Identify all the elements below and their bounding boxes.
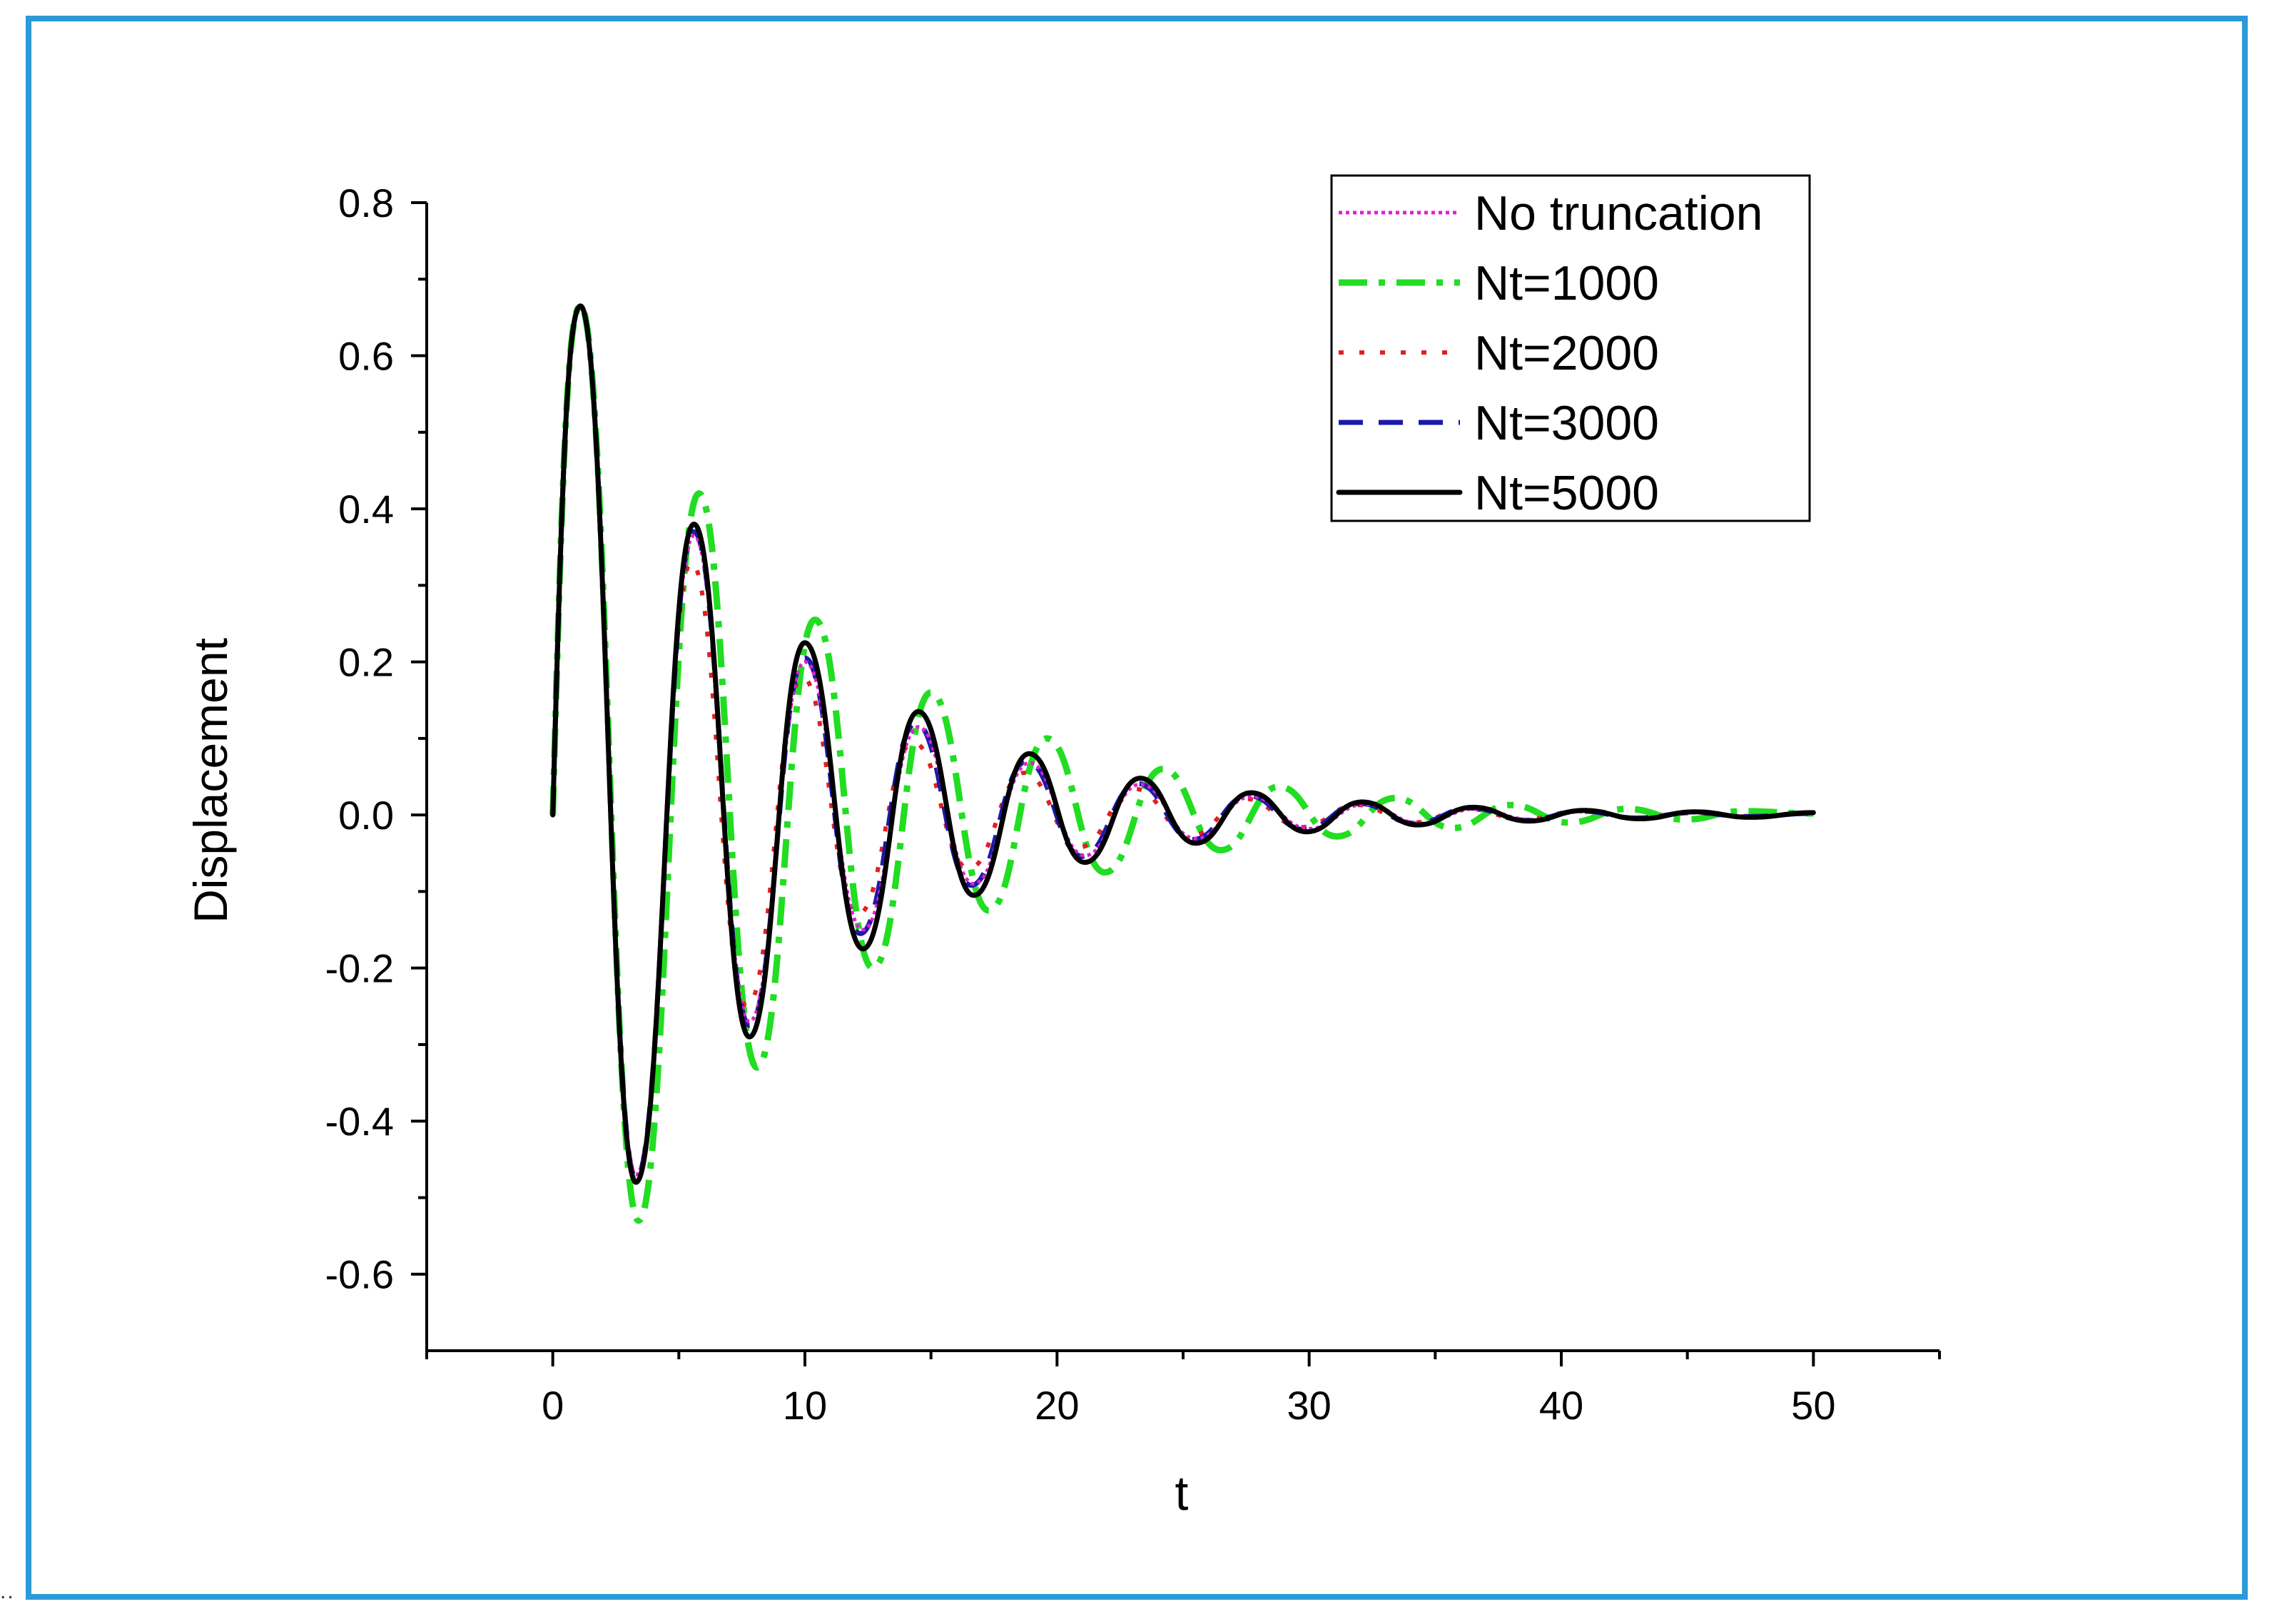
legend-box — [1330, 174, 1811, 522]
x-tick-label: 10 — [783, 1383, 827, 1428]
legend-label: No truncation — [1474, 186, 1763, 240]
y-axis-label: Displacement — [184, 638, 237, 923]
y-tick-label: 0.0 — [338, 793, 394, 838]
y-tick-label: 0.6 — [338, 334, 394, 379]
legend: No truncation Nt=1000 Nt=2000 Nt=3000 Nt=500… — [1330, 174, 1811, 522]
chart-frame — [26, 16, 2248, 1600]
legend-label: Nt=3000 — [1474, 396, 1659, 450]
series-line-nt-5000 — [550, 303, 1816, 1185]
series-line-nt-1000 — [549, 303, 1814, 1224]
x-tick-label: 20 — [1035, 1383, 1079, 1428]
y-tick-label: -0.2 — [325, 946, 395, 991]
axes: 0.8 0.6 0.4 0.2 0.0 -0.2 -0.4 -0.6 0 10 20 30 40 50 — [325, 181, 1941, 1428]
legend-label: Nt=1000 — [1474, 256, 1659, 310]
y-tick-label: 0.8 — [338, 181, 394, 225]
y-tick-label: -0.4 — [325, 1099, 395, 1144]
legend-label: Nt=2000 — [1474, 326, 1659, 380]
legend-label: Nt=5000 — [1474, 466, 1659, 520]
x-tick-label: 50 — [1791, 1383, 1835, 1428]
x-tick-label: 40 — [1539, 1383, 1583, 1428]
x-tick-label: 30 — [1287, 1383, 1332, 1428]
x-tick-label: 0 — [542, 1383, 564, 1428]
y-tick-label: -0.6 — [325, 1252, 395, 1297]
y-tick-label: 0.2 — [338, 640, 394, 685]
corner-mark: .. — [0, 1580, 15, 1603]
x-axis-label: t — [1175, 1466, 1189, 1521]
series-layer — [549, 303, 1816, 1224]
y-tick-label: 0.4 — [338, 487, 394, 532]
